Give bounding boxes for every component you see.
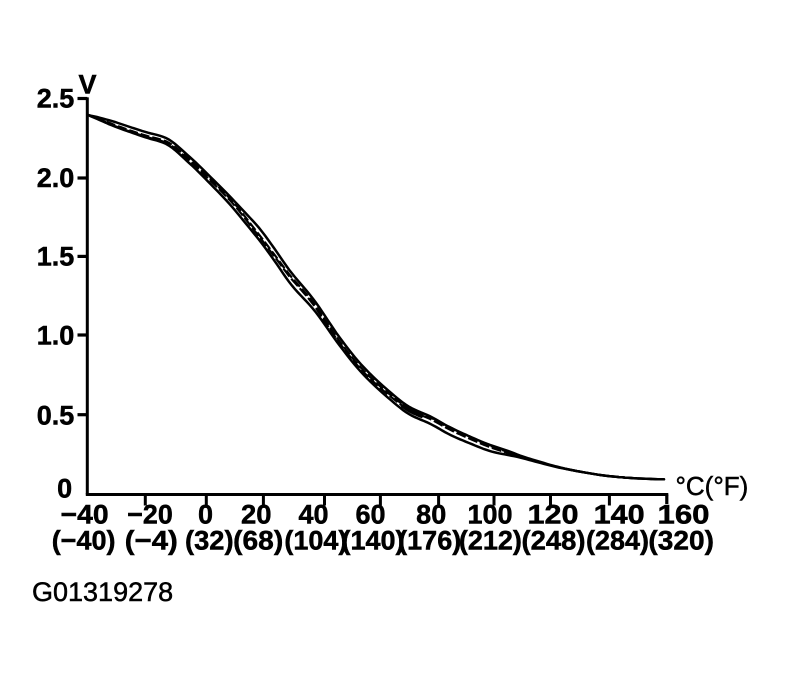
svg-text:1.0: 1.0	[37, 321, 75, 351]
svg-text:(248): (248)	[522, 526, 586, 556]
svg-text:40: 40	[298, 500, 328, 530]
svg-text:(104): (104)	[284, 526, 347, 556]
svg-text:(284): (284)	[586, 526, 649, 556]
svg-text:0: 0	[57, 473, 72, 503]
svg-text:120: 120	[528, 500, 579, 530]
svg-text:G01319278: G01319278	[32, 577, 173, 607]
svg-text:60: 60	[355, 500, 385, 530]
svg-text:V: V	[78, 70, 96, 100]
svg-text:(68): (68)	[233, 526, 283, 556]
svg-text:80: 80	[416, 500, 446, 530]
svg-text:(−40): (−40)	[52, 526, 116, 556]
svg-text:(212): (212)	[459, 526, 522, 556]
svg-text:0.5: 0.5	[37, 401, 75, 431]
svg-text:(320): (320)	[648, 526, 714, 556]
svg-text:0: 0	[198, 500, 213, 530]
svg-text:−40: −40	[61, 500, 109, 530]
svg-text:2.0: 2.0	[37, 163, 75, 193]
svg-text:160: 160	[658, 500, 710, 530]
svg-text:20: 20	[241, 500, 272, 530]
svg-text:−20: −20	[127, 500, 173, 530]
svg-text:°C(°F): °C(°F)	[676, 471, 749, 501]
svg-text:2.5: 2.5	[37, 84, 75, 114]
svg-text:1.5: 1.5	[37, 241, 75, 271]
svg-text:140: 140	[594, 500, 645, 530]
svg-text:100: 100	[467, 500, 512, 530]
svg-text:(140): (140)	[341, 526, 404, 556]
svg-text:(32): (32)	[185, 526, 234, 556]
svg-text:(−4): (−4)	[125, 526, 178, 556]
svg-text:(176): (176)	[398, 526, 461, 556]
